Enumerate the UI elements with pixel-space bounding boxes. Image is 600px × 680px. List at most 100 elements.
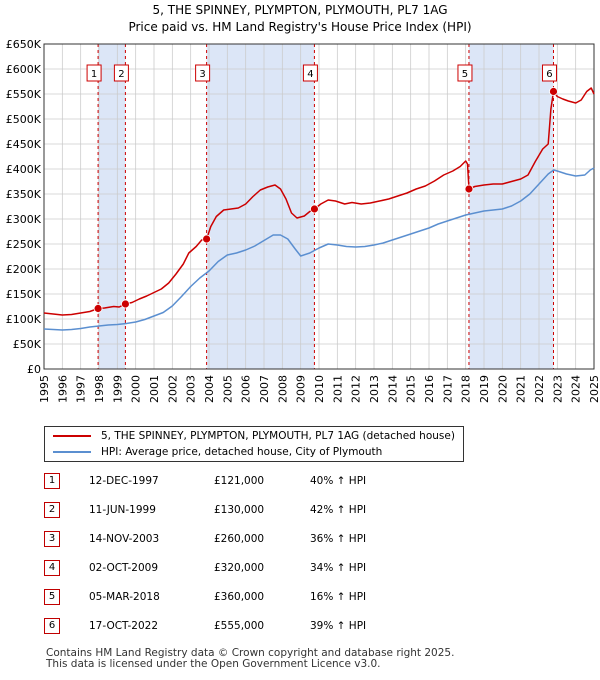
footer-license: This data is licensed under the Open Gov…	[46, 658, 381, 670]
x-tick-label: 1995	[38, 375, 51, 403]
y-tick-label: £650K	[6, 38, 42, 51]
y-tick-label: £600K	[6, 63, 42, 76]
table-row: 2 11-JUN-1999 £130,000 42% ↑ HPI	[44, 501, 464, 519]
y-tick-label: £200K	[6, 263, 42, 276]
sale-date: 11-JUN-1999	[89, 504, 156, 516]
sale-number-badge: 6	[44, 618, 60, 634]
legend-label-property: 5, THE SPINNEY, PLYMPTON, PLYMOUTH, PL7 …	[101, 430, 455, 442]
title-line-1: 5, THE SPINNEY, PLYMPTON, PLYMOUTH, PL7 …	[152, 3, 448, 17]
sale-point	[202, 234, 212, 244]
x-tick-label: 2012	[350, 375, 363, 403]
y-tick-label: £0	[27, 363, 41, 376]
y-tick-label: £500K	[6, 113, 42, 126]
sale-price: £555,000	[214, 620, 265, 632]
sale-label-box	[541, 64, 557, 82]
chart-title: 5, THE SPINNEY, PLYMPTON, PLYMOUTH, PL7 …	[0, 2, 600, 36]
x-tick-label: 2013	[368, 375, 381, 403]
sale-number-badge: 2	[44, 502, 60, 518]
sale-hpi-change: 16% ↑ HPI	[310, 591, 367, 603]
sale-label: 4	[307, 69, 313, 80]
sale-number-badge: 1	[44, 473, 60, 489]
sale-point	[310, 204, 319, 214]
sale-label-box	[195, 64, 211, 82]
y-tick-label: £100K	[6, 313, 42, 326]
x-tick-label: 2001	[148, 375, 161, 403]
x-tick-label: 2010	[313, 375, 326, 403]
sale-point	[121, 299, 130, 309]
table-row: 5 05-MAR-2018 £360,000 16% ↑ HPI	[44, 588, 464, 606]
x-tick-label: 2023	[551, 375, 564, 403]
legend: 5, THE SPINNEY, PLYMPTON, PLYMOUTH, PL7 …	[44, 426, 464, 462]
sale-label-box	[457, 64, 473, 82]
y-tick-label: £150K	[6, 288, 42, 301]
y-tick-label: £300K	[6, 213, 42, 226]
x-tick-label: 1997	[75, 375, 88, 403]
legend-item-hpi: HPI: Average price, detached house, City…	[53, 444, 382, 460]
x-tick-label: 2020	[496, 375, 509, 403]
sale-hpi-change: 34% ↑ HPI	[310, 562, 367, 574]
sale-hpi-change: 42% ↑ HPI	[310, 504, 367, 516]
footer: Contains HM Land Registry data © Crown c…	[46, 648, 454, 670]
sale-label-box	[113, 64, 129, 82]
table-row: 4 02-OCT-2009 £320,000 34% ↑ HPI	[44, 559, 464, 577]
sale-date: 14-NOV-2003	[89, 533, 160, 545]
x-tick-label: 2015	[405, 375, 418, 403]
x-tick-label: 2022	[533, 375, 546, 403]
sale-date: 17-OCT-2022	[89, 620, 158, 632]
sale-hpi-change: 39% ↑ HPI	[310, 620, 367, 632]
title-line-2: Price paid vs. HM Land Registry's House …	[128, 20, 472, 34]
x-tick-label: 2025	[588, 375, 600, 403]
sale-label: 3	[199, 69, 205, 80]
sale-number-badge: 3	[44, 531, 60, 547]
x-tick-label: 2024	[570, 375, 583, 403]
x-tick-label: 2014	[386, 375, 399, 403]
sale-price: £320,000	[214, 562, 265, 574]
x-tick-label: 2017	[441, 375, 454, 403]
x-tick-label: 2009	[295, 375, 308, 403]
x-tick-label: 2002	[166, 375, 179, 403]
hpi-line	[43, 167, 595, 331]
x-tick-label: 2019	[478, 375, 491, 403]
y-tick-label: £50K	[13, 338, 42, 351]
legend-label-hpi: HPI: Average price, detached house, City…	[101, 446, 383, 458]
legend-swatch-hpi	[53, 451, 91, 453]
x-tick-label: 2006	[240, 375, 253, 403]
sale-price: £121,000	[214, 475, 265, 487]
x-tick-label: 1999	[111, 375, 124, 403]
sale-label: 1	[91, 69, 97, 80]
sale-date: 02-OCT-2009	[89, 562, 158, 574]
sale-label-box	[86, 64, 102, 82]
sale-date: 12-DEC-1997	[89, 475, 159, 487]
y-tick-label: £350K	[6, 188, 42, 201]
sale-price: £360,000	[214, 591, 265, 603]
table-row: 1 12-DEC-1997 £121,000 40% ↑ HPI	[44, 472, 464, 490]
sale-number-badge: 5	[44, 589, 60, 605]
y-tick-label: £400K	[6, 163, 42, 176]
x-tick-label: 2016	[423, 375, 436, 403]
x-tick-label: 1996	[56, 375, 69, 403]
y-tick-label: £250K	[6, 238, 42, 251]
price-chart: 1 2 3 4 5 6 £0 £50K £100K £150K £200K £250K £300K £35…	[6, 38, 600, 403]
sale-label: 5	[462, 69, 468, 80]
sale-point	[549, 87, 558, 96]
ownership-period-shade	[206, 44, 315, 369]
sale-label: 2	[118, 69, 124, 80]
table-row: 3 14-NOV-2003 £260,000 36% ↑ HPI	[44, 530, 464, 548]
table-row: 6 17-OCT-2022 £555,000 39% ↑ HPI	[44, 617, 464, 635]
sale-point	[93, 304, 103, 313]
x-tick-label: 2003	[185, 375, 198, 403]
sale-price: £260,000	[214, 533, 265, 545]
sale-date: 05-MAR-2018	[89, 591, 160, 603]
sale-price: £130,000	[214, 504, 265, 516]
y-tick-label: £450K	[6, 138, 42, 151]
sale-label: 6	[546, 69, 552, 80]
sale-hpi-change: 40% ↑ HPI	[310, 475, 367, 487]
x-tick-label: 1998	[93, 375, 106, 403]
x-tick-label: 2011	[331, 375, 344, 403]
legend-swatch-property	[53, 435, 91, 437]
sale-point	[464, 184, 474, 194]
x-tick-label: 2007	[258, 375, 271, 403]
legend-item-property: 5, THE SPINNEY, PLYMPTON, PLYMOUTH, PL7 …	[53, 428, 455, 444]
x-tick-label: 2021	[515, 375, 528, 403]
x-tick-label: 2005	[221, 375, 234, 403]
